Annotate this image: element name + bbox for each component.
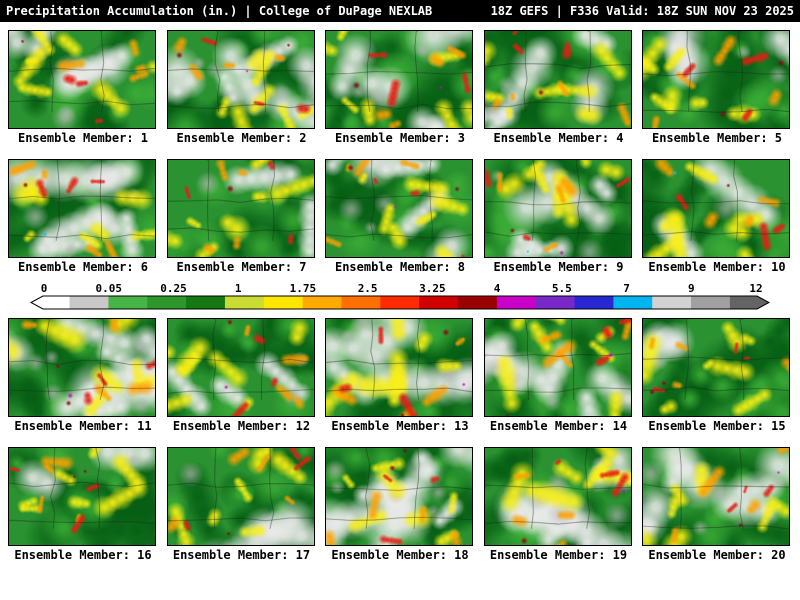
colorbar: 0 0.05 0.25 1 1.75 2.5 3.25 4 5.5 7 9 12: [30, 282, 770, 310]
precip-map: [483, 447, 632, 546]
ensemble-member-label: Ensemble Member: 16: [14, 548, 152, 562]
ensemble-panel: Ensemble Member: 7: [166, 159, 317, 274]
ensemble-grid-bottom: Ensemble Member: 11 Ensemble Member: 12 En…: [0, 310, 800, 562]
ensemble-member-label: Ensemble Member: 4: [493, 131, 624, 145]
colorbar-tick: 0.25: [160, 282, 187, 295]
ensemble-panel: Ensemble Member: 6: [8, 159, 158, 274]
product-title: Precipitation Accumulation (in.) | Colle…: [6, 4, 433, 18]
ensemble-member-label: Ensemble Member: 3: [334, 131, 466, 145]
ensemble-panel: Ensemble Member: 20: [642, 447, 792, 562]
ensemble-member-label: Ensemble Member: 18: [331, 548, 469, 562]
ensemble-panel: Ensemble Member: 12: [166, 318, 317, 433]
ensemble-panel: Ensemble Member: 9: [483, 159, 634, 274]
precip-map: [325, 30, 473, 129]
precip-map: [483, 318, 632, 417]
ensemble-member-label: Ensemble Member: 19: [489, 548, 628, 562]
ensemble-panel: Ensemble Member: 11: [8, 318, 158, 433]
ensemble-member-label: Ensemble Member: 2: [176, 131, 307, 145]
ensemble-member-label: Ensemble Member: 17: [172, 548, 311, 562]
colorbar-tick: 2.5: [357, 282, 378, 295]
ensemble-member-label: Ensemble Member: 9: [493, 260, 624, 274]
precip-map: [642, 159, 790, 258]
precip-map: [483, 159, 632, 258]
precip-map: [325, 159, 473, 258]
ensemble-grid-top: Ensemble Member: 1 Ensemble Member: 2 Ense…: [0, 22, 800, 274]
precip-map: [642, 30, 790, 129]
precip-map: [8, 318, 156, 417]
title-bar: Precipitation Accumulation (in.) | Colle…: [0, 0, 800, 22]
ensemble-member-label: Ensemble Member: 13: [331, 419, 469, 433]
precip-map: [325, 447, 473, 546]
colorbar-tick: 9: [687, 282, 695, 295]
ensemble-panel: Ensemble Member: 19: [483, 447, 634, 562]
ensemble-panel: Ensemble Member: 8: [325, 159, 475, 274]
colorbar-tick: 1: [234, 282, 242, 295]
precip-map: [166, 318, 315, 417]
ensemble-panel: Ensemble Member: 5: [642, 30, 792, 145]
colorbar-tick: 0.05: [95, 282, 122, 295]
colorbar-tick: 0: [40, 282, 48, 295]
colorbar-scale: [30, 295, 770, 310]
precip-map: [8, 447, 156, 546]
precip-map: [483, 30, 632, 129]
colorbar-tick: 3.25: [419, 282, 446, 295]
precip-map: [166, 447, 315, 546]
precip-map: [325, 318, 473, 417]
ensemble-member-label: Ensemble Member: 6: [17, 260, 149, 274]
ensemble-panel: Ensemble Member: 1: [8, 30, 158, 145]
precip-map: [642, 318, 790, 417]
ensemble-member-label: Ensemble Member: 14: [489, 419, 628, 433]
ensemble-member-label: Ensemble Member: 11: [14, 419, 152, 433]
ensemble-panel: Ensemble Member: 15: [642, 318, 792, 433]
ensemble-member-label: Ensemble Member: 20: [648, 548, 786, 562]
ensemble-panel: Ensemble Member: 17: [166, 447, 317, 562]
ensemble-panel: Ensemble Member: 14: [483, 318, 634, 433]
ensemble-panel: Ensemble Member: 16: [8, 447, 158, 562]
ensemble-panel: Ensemble Member: 10: [642, 159, 792, 274]
colorbar-tick-labels: 0 0.05 0.25 1 1.75 2.5 3.25 4 5.5 7 9 12: [30, 282, 770, 295]
ensemble-panel: Ensemble Member: 4: [483, 30, 634, 145]
colorbar-tick: 1.75: [289, 282, 317, 295]
precip-map: [8, 30, 156, 129]
ensemble-member-label: Ensemble Member: 12: [172, 419, 311, 433]
precip-map: [642, 447, 790, 546]
ensemble-member-label: Ensemble Member: 5: [651, 131, 783, 145]
ensemble-panel: Ensemble Member: 13: [325, 318, 475, 433]
ensemble-member-label: Ensemble Member: 10: [648, 260, 786, 274]
colorbar-tick: 5.5: [551, 282, 572, 295]
colorbar-tick: 4: [493, 282, 501, 295]
colorbar-tick: 7: [623, 282, 630, 295]
precip-map: [166, 159, 315, 258]
ensemble-panel: Ensemble Member: 18: [325, 447, 475, 562]
precip-map: [166, 30, 315, 129]
ensemble-panel: Ensemble Member: 3: [325, 30, 475, 145]
ensemble-panel: Ensemble Member: 2: [166, 30, 317, 145]
ensemble-member-label: Ensemble Member: 1: [17, 131, 149, 145]
colorbar-tick: 12: [749, 282, 763, 295]
ensemble-member-label: Ensemble Member: 15: [648, 419, 786, 433]
ensemble-member-label: Ensemble Member: 8: [334, 260, 466, 274]
run-valid-info: 18Z GEFS | F336 Valid: 18Z SUN NOV 23 20…: [490, 4, 794, 18]
precip-map: [8, 159, 156, 258]
ensemble-member-label: Ensemble Member: 7: [176, 260, 307, 274]
